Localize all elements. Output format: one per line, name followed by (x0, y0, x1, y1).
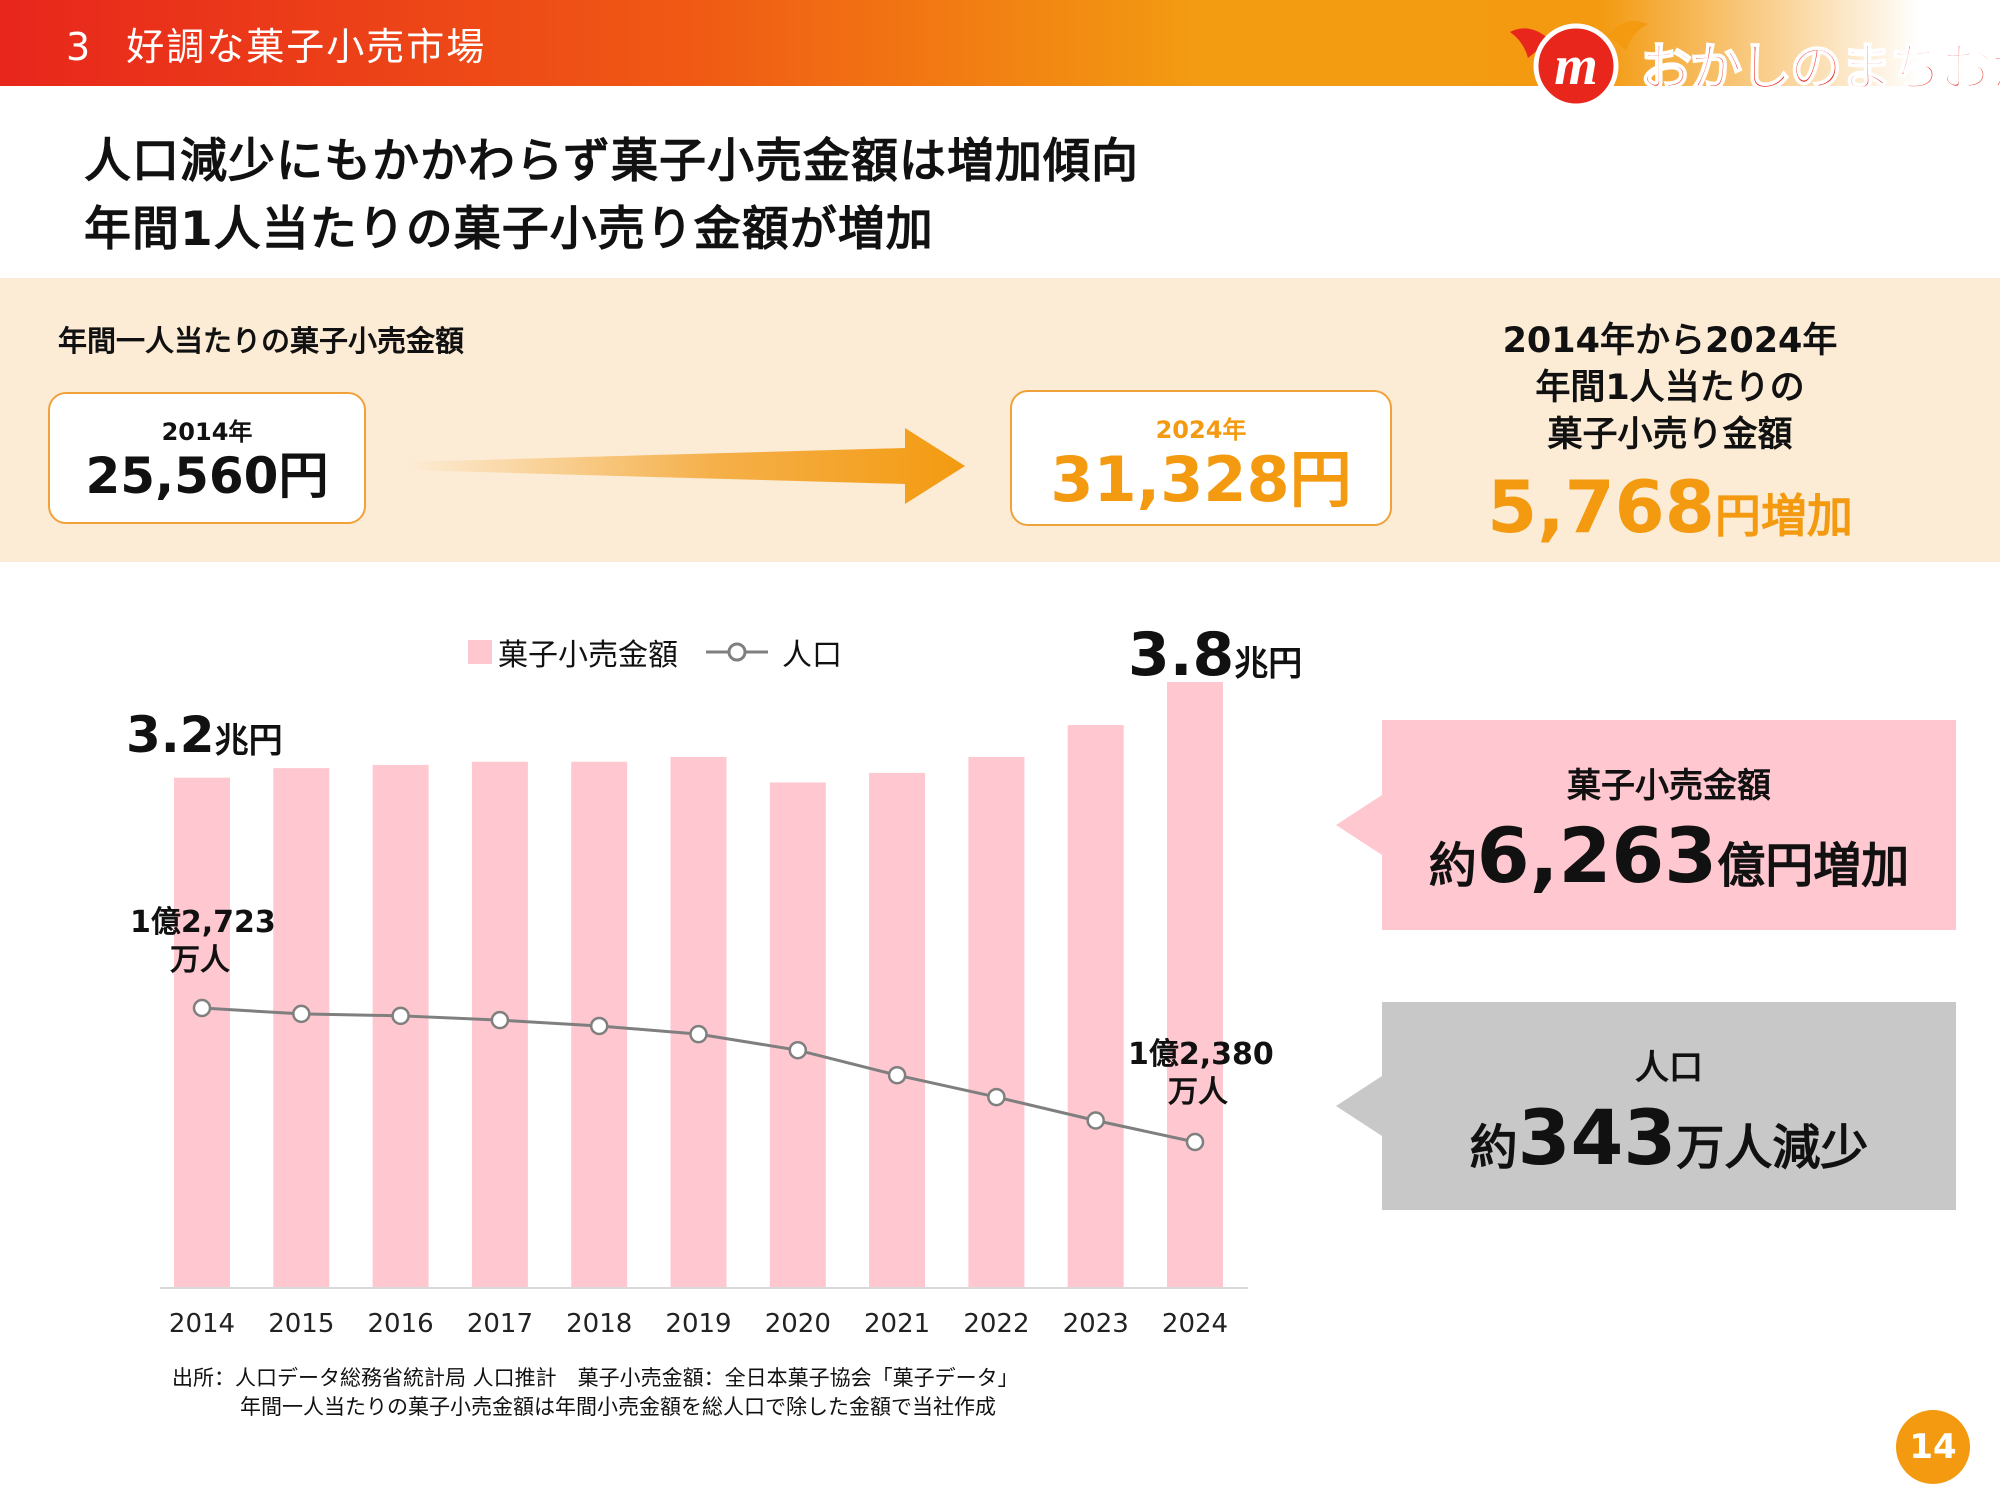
population-label-line-1: 1億2,380 (1128, 1037, 1274, 1072)
population-point-2017 (490, 1010, 510, 1030)
x-tick-label: 2019 (665, 1309, 731, 1339)
bar-2015 (273, 768, 330, 1288)
bar-2014 (174, 777, 230, 1288)
sales-population-chart: 2014 2015 2016 2017 2018 2019 2020 2021 2022 2023… (160, 682, 1248, 1339)
sales-increase-callout: 菓子小売金額 約6,263億円増加 (1382, 720, 1956, 930)
amount-year: 2014年 (161, 418, 253, 446)
sales-callout-pointer (1336, 795, 1382, 855)
population-label-line-2: 万人 (170, 943, 230, 978)
increase-line-3: 菓子小売り金額 (1547, 415, 1793, 455)
right-arrow-icon (405, 428, 965, 504)
population-callout-prefix: 約 (1469, 1120, 1518, 1176)
increase-amount: 5,768円増加 (1430, 465, 1910, 549)
header-bar (0, 0, 2000, 86)
legend-swatch-line (706, 642, 768, 662)
amount-year: 2024年 (1155, 416, 1247, 444)
population-callout-suffix: 万人減少 (1676, 1120, 1869, 1176)
legend-label-population: 人口 (782, 638, 842, 673)
increase-line-1: 2014年から2024年 (1502, 321, 1838, 361)
x-tick-label: 2016 (368, 1309, 434, 1339)
population-callout-number: 343 (1517, 1093, 1677, 1182)
amount-value: 31,328円 (1050, 443, 1352, 516)
bar-callout-value: 3.8 (1128, 620, 1235, 690)
headline-line-2: 年間1人当たりの菓子小売り金額が増加 (84, 202, 934, 257)
bar-2024 (1167, 682, 1223, 1288)
x-tick-label: 2017 (467, 1309, 533, 1339)
bar-callout-unit: 兆円 (1234, 644, 1303, 684)
x-tick-label: 2018 (566, 1309, 632, 1339)
population-point-2022 (987, 1087, 1006, 1107)
section-title: 3 好調な菓子小売市場 (66, 16, 486, 71)
sales-callout-prefix: 約 (1428, 838, 1477, 894)
bar-2020 (769, 782, 826, 1288)
population-point-2023 (1086, 1111, 1105, 1130)
bar-callout-unit: 兆円 (214, 721, 283, 761)
bar-2022 (968, 756, 1025, 1288)
logo-candy-icon: m (1510, 20, 1648, 109)
headline-line-1: 人口減少にもかかわらず菓子小売金額は増加傾向 (84, 134, 1140, 189)
bar-2019 (670, 756, 727, 1288)
logo-text: おかしのまちおか (1639, 38, 2000, 100)
population-label-2014: 1億2,723 万人 (130, 904, 276, 980)
population-point-2014 (192, 998, 212, 1018)
bar-callout-2014: 3.2兆円 (126, 706, 283, 764)
sales-callout-title: 菓子小売金額 (1567, 766, 1771, 806)
population-label-line-1: 1億2,723 (130, 905, 276, 940)
svg-text:m: m (1554, 35, 1598, 97)
population-label-2024: 1億2,380 万人 (1128, 1036, 1274, 1112)
population-point-2021 (887, 1065, 907, 1085)
population-callout-title: 人口 (1635, 1048, 1703, 1088)
bar-callout-value: 3.2 (126, 706, 215, 764)
section-title-text: 好調な菓子小売市場 (126, 25, 487, 69)
sales-callout-value: 約6,263億円増加 (1382, 811, 1956, 900)
sales-callout-number: 6,263 (1476, 811, 1718, 900)
increase-line-2: 年間1人当たりの (1535, 368, 1805, 408)
bar-2021 (869, 772, 926, 1288)
section-number: 3 (66, 25, 93, 69)
population-callout-value: 約343万人減少 (1382, 1093, 1956, 1182)
sales-callout-suffix: 億円増加 (1717, 838, 1910, 894)
population-label-line-2: 万人 (1168, 1075, 1228, 1110)
bar-2016 (372, 764, 429, 1288)
population-point-2024 (1185, 1132, 1205, 1152)
x-tick-label: 2023 (1063, 1309, 1129, 1339)
x-tick-label: 2014 (169, 1309, 235, 1339)
population-point-2019 (689, 1024, 708, 1044)
population-decrease-callout: 人口 約343万人減少 (1382, 1002, 1956, 1210)
source-note: 出所：人口データ総務省統計局 人口推計 菓子小売金額：全日本菓子協会「菓子データ… (172, 1364, 1019, 1422)
amount-box-2014: 2014年 25,560円 (48, 392, 366, 524)
population-point-2020 (788, 1040, 808, 1060)
page-number: 14 (1896, 1410, 1970, 1484)
population-point-2018 (589, 1016, 609, 1036)
population-callout-pointer (1336, 1076, 1382, 1136)
legend-swatch-bar (468, 640, 492, 664)
x-tick-label: 2020 (765, 1309, 831, 1339)
x-tick-label: 2021 (864, 1309, 930, 1339)
chart-legend: 菓子小売金額 人口 (468, 630, 842, 674)
bar-callout-2024: 3.8兆円 (1128, 620, 1302, 690)
summary-title: 年間一人当たりの菓子小売金額 (58, 324, 465, 358)
population-point-2016 (391, 1006, 410, 1026)
amount-value: 25,560円 (85, 447, 329, 505)
bar-2023 (1067, 725, 1124, 1288)
x-tick-label: 2024 (1162, 1309, 1228, 1339)
source-line-1: 出所：人口データ総務省統計局 人口推計 菓子小売金額：全日本菓子協会「菓子データ… (172, 1366, 1019, 1390)
x-tick-label: 2015 (268, 1309, 334, 1339)
increase-number: 5,768 (1487, 465, 1715, 549)
increase-unit: 円増加 (1714, 489, 1853, 543)
x-tick-label: 2022 (963, 1309, 1029, 1339)
legend-label-sales: 菓子小売金額 (498, 638, 678, 673)
source-line-2: 年間一人当たりの菓子小売金額は年間小売金額を総人口で除した金額で当社作成 (240, 1395, 996, 1419)
amount-box-2024: 2024年 31,328円 (1010, 390, 1392, 526)
increase-summary: 2014年から2024年 年間1人当たりの 菓子小売り金額 5,768円増加 (1430, 318, 1910, 549)
population-point-2015 (292, 1004, 311, 1024)
